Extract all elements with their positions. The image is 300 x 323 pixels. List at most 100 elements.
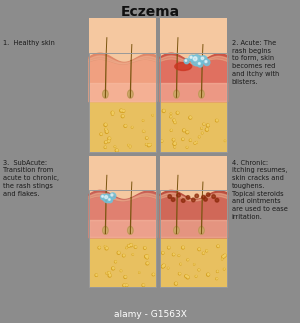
Circle shape	[144, 131, 145, 132]
Circle shape	[175, 143, 176, 144]
Circle shape	[204, 197, 207, 201]
Circle shape	[110, 193, 116, 199]
Circle shape	[142, 120, 144, 121]
Circle shape	[135, 246, 136, 247]
Circle shape	[105, 247, 108, 250]
Circle shape	[173, 139, 174, 140]
Circle shape	[105, 147, 106, 148]
Circle shape	[217, 245, 219, 247]
Ellipse shape	[200, 91, 203, 97]
Circle shape	[182, 139, 184, 140]
Circle shape	[189, 116, 192, 119]
Circle shape	[147, 257, 148, 258]
Circle shape	[202, 132, 203, 133]
Circle shape	[98, 246, 100, 249]
Circle shape	[224, 255, 226, 256]
Circle shape	[196, 142, 197, 143]
Circle shape	[198, 269, 200, 271]
Circle shape	[115, 146, 116, 147]
Circle shape	[144, 247, 146, 249]
Ellipse shape	[174, 226, 179, 234]
Ellipse shape	[199, 90, 204, 98]
Circle shape	[206, 193, 210, 197]
Circle shape	[178, 255, 179, 256]
Text: Eczema: Eczema	[120, 5, 180, 19]
Circle shape	[217, 271, 218, 272]
Circle shape	[162, 264, 165, 267]
Circle shape	[168, 247, 169, 248]
Circle shape	[189, 55, 195, 61]
Circle shape	[182, 138, 184, 141]
Ellipse shape	[128, 90, 133, 98]
Circle shape	[161, 140, 163, 142]
Polygon shape	[188, 56, 202, 63]
Circle shape	[132, 127, 133, 128]
Circle shape	[199, 269, 200, 270]
Circle shape	[123, 284, 125, 287]
Circle shape	[206, 250, 207, 251]
Ellipse shape	[128, 226, 133, 234]
Circle shape	[216, 278, 218, 280]
Circle shape	[199, 248, 200, 250]
Circle shape	[197, 62, 203, 67]
FancyBboxPatch shape	[88, 101, 156, 152]
Circle shape	[126, 285, 128, 286]
Circle shape	[207, 273, 209, 276]
Circle shape	[189, 139, 191, 141]
Circle shape	[190, 117, 191, 118]
Circle shape	[173, 119, 175, 122]
FancyBboxPatch shape	[88, 156, 156, 287]
Circle shape	[187, 131, 188, 133]
Circle shape	[106, 131, 108, 132]
Circle shape	[195, 194, 199, 198]
Circle shape	[194, 142, 196, 144]
Circle shape	[183, 129, 185, 132]
Circle shape	[177, 112, 178, 113]
Circle shape	[192, 198, 195, 202]
Circle shape	[171, 130, 172, 131]
Circle shape	[207, 124, 209, 126]
Circle shape	[146, 255, 148, 257]
Circle shape	[206, 250, 207, 252]
Circle shape	[186, 275, 187, 277]
Circle shape	[142, 284, 145, 287]
Ellipse shape	[104, 91, 107, 97]
Text: 2. Acute: The
rash begins
to form, skin
becomes red
and itchy with
blisters.: 2. Acute: The rash begins to form, skin …	[232, 40, 279, 85]
Circle shape	[126, 247, 127, 248]
Circle shape	[109, 275, 111, 276]
Circle shape	[109, 272, 110, 273]
Circle shape	[153, 274, 154, 275]
Circle shape	[130, 244, 132, 246]
Circle shape	[170, 116, 171, 117]
Circle shape	[222, 259, 223, 260]
Circle shape	[162, 109, 165, 112]
Circle shape	[130, 244, 132, 247]
Circle shape	[104, 141, 107, 143]
Circle shape	[187, 276, 189, 278]
Circle shape	[198, 63, 200, 65]
Circle shape	[187, 259, 188, 261]
Circle shape	[143, 284, 144, 286]
Circle shape	[120, 270, 122, 272]
Circle shape	[224, 268, 225, 270]
Circle shape	[147, 263, 148, 264]
Ellipse shape	[104, 228, 107, 233]
Circle shape	[190, 140, 191, 141]
Circle shape	[172, 139, 175, 141]
FancyBboxPatch shape	[160, 101, 227, 152]
Ellipse shape	[129, 228, 132, 233]
Circle shape	[223, 256, 224, 257]
Circle shape	[162, 252, 164, 254]
Circle shape	[126, 247, 127, 248]
Circle shape	[206, 128, 208, 131]
FancyBboxPatch shape	[160, 18, 227, 152]
Circle shape	[108, 198, 112, 203]
Text: 1.  Healthy skin: 1. Healthy skin	[3, 40, 55, 46]
Circle shape	[216, 120, 217, 121]
Circle shape	[182, 199, 185, 203]
Circle shape	[170, 116, 172, 118]
Circle shape	[146, 137, 148, 139]
Circle shape	[195, 276, 197, 277]
Circle shape	[179, 273, 180, 274]
Circle shape	[199, 136, 200, 137]
